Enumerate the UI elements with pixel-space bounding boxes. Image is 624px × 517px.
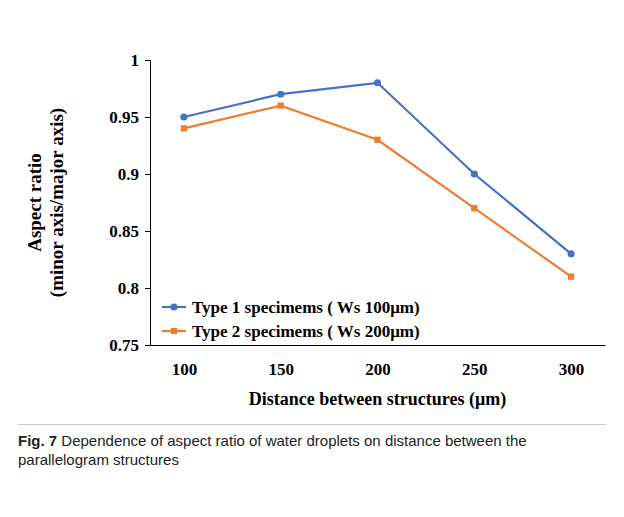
x-axis-line: [151, 345, 606, 346]
x-tick: 200: [365, 345, 391, 379]
series-line: [184, 106, 571, 277]
y-tick: 0.85: [109, 222, 150, 241]
x-tick: 300: [559, 345, 585, 379]
legend: Type 1 specimems ( Ws 100μm) Type 2 speci…: [162, 298, 420, 341]
legend-item: Type 1 specimems ( Ws 100μm): [162, 298, 420, 317]
x-axis: 100 150 200 250 300: [151, 345, 606, 379]
series-marker: [181, 125, 187, 131]
x-tick-label: 300: [559, 360, 585, 379]
y-tick-mark: [145, 60, 150, 61]
x-tick: 250: [462, 345, 488, 379]
x-tick-label: 100: [172, 360, 198, 379]
series-marker: [278, 102, 284, 108]
y-tick-label: 0.85: [109, 222, 139, 241]
y-tick: 1: [131, 51, 151, 70]
series-line: [184, 83, 571, 254]
y-tick: 0.9: [118, 165, 150, 184]
legend-marker: [171, 328, 177, 334]
y-tick-mark: [145, 174, 150, 175]
y-tick-label: 0.9: [118, 165, 139, 184]
x-tick-label: 150: [268, 360, 294, 379]
legend-marker: [170, 303, 177, 310]
x-tick: 100: [172, 345, 198, 379]
x-tick-label: 200: [365, 360, 391, 379]
x-tick: 150: [268, 345, 294, 379]
y-tick-label: 0.8: [118, 279, 139, 298]
series-marker: [568, 250, 575, 257]
figure-caption: Fig. 7 Dependence of aspect ratio of wat…: [18, 424, 606, 469]
y-axis: 0.75 0.8 0.85 0.9 0.95 1: [109, 51, 150, 355]
x-axis-title: Distance between structures (μm): [249, 389, 506, 410]
series-marker: [277, 91, 284, 98]
caption-text: Dependence of aspect ratio of water drop…: [18, 432, 527, 468]
y-tick: 0.8: [118, 279, 150, 298]
series-marker: [471, 170, 478, 177]
y-tick-mark: [145, 231, 150, 232]
series-marker: [374, 79, 381, 86]
plot-area: [180, 79, 574, 280]
y-tick-label: 0.75: [109, 336, 139, 355]
series-marker: [374, 137, 380, 143]
series-marker: [568, 273, 574, 279]
y-tick-label: 0.95: [109, 108, 139, 127]
y-tick-mark: [145, 117, 150, 118]
legend-label: Type 2 specimems ( Ws 200μm): [192, 322, 420, 341]
y-tick: 0.95: [109, 108, 150, 127]
y-axis-line: [145, 61, 151, 346]
y-tick-mark: [145, 345, 150, 346]
series-marker: [471, 205, 477, 211]
legend-item: Type 2 specimems ( Ws 200μm): [162, 322, 420, 341]
y-tick-mark: [145, 288, 150, 289]
figure-label: Fig. 7: [18, 432, 57, 449]
series-marker: [180, 113, 187, 120]
y-tick: 0.75: [109, 336, 150, 355]
x-tick-label: 250: [462, 360, 488, 379]
y-axis-title: Aspect ratio(minor axis/major axis): [24, 108, 69, 297]
y-tick-label: 1: [131, 51, 140, 70]
legend-label: Type 1 specimems ( Ws 100μm): [192, 298, 420, 317]
